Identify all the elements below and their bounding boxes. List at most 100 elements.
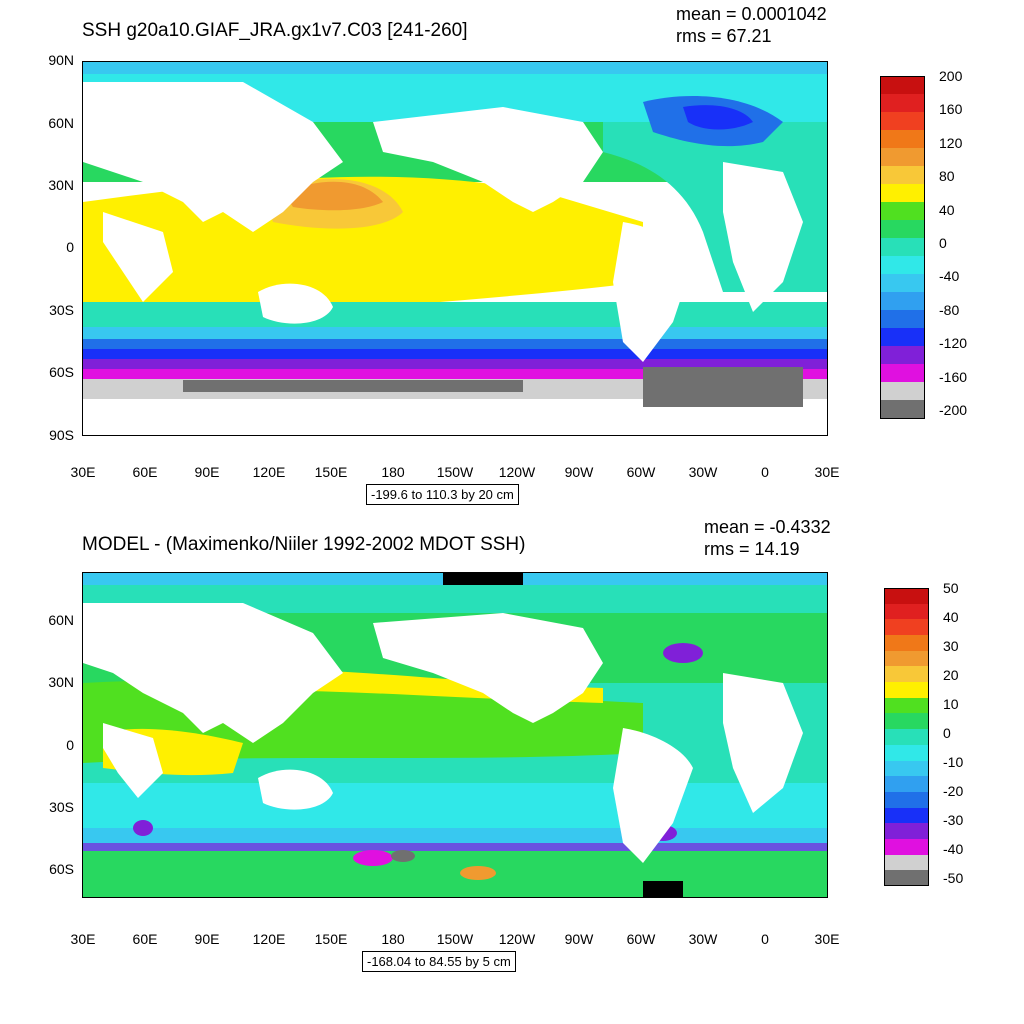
colorbar-swatch — [884, 603, 929, 620]
chart-title: SSH g20a10.GIAF_JRA.gx1v7.C03 [241-260] — [82, 20, 468, 41]
x-tick-label: 90E — [194, 931, 220, 947]
colorbar-tick-label: -80 — [939, 301, 960, 318]
colorbar-swatch — [880, 310, 925, 329]
x-tick-label: 60W — [626, 464, 656, 480]
colorbar-tick-label: 120 — [939, 134, 963, 151]
colorbar-tick-label: -50 — [943, 870, 964, 886]
x-tick-label: 150E — [314, 464, 348, 480]
colorbar-swatch — [880, 184, 925, 203]
x-tick-label: 30E — [814, 931, 840, 947]
colorbar-tick-label: -200 — [939, 402, 968, 418]
colorbar-swatch — [884, 760, 929, 777]
y-tick-label: 60N — [48, 115, 74, 131]
y-tick-label: 60N — [48, 612, 74, 628]
colorbar-swatch — [880, 400, 925, 419]
x-tick-label: 120E — [252, 464, 286, 480]
colorbar-swatch — [884, 776, 929, 793]
y-tick-label: 90N — [48, 52, 74, 68]
x-tick-label: 30E — [70, 931, 96, 947]
x-tick-label: 120W — [498, 931, 536, 947]
contour-info-label: -168.04 to 84.55 by 5 cm — [362, 951, 516, 972]
x-tick-label: 60E — [132, 931, 158, 947]
colorbar-swatch — [884, 744, 929, 761]
colorbar-swatch — [884, 729, 929, 746]
colorbar-tick-label: 0 — [943, 725, 951, 741]
colorbar-swatch — [884, 823, 929, 840]
x-tick-label: 60W — [626, 931, 656, 947]
y-tick-label: 30S — [49, 302, 74, 318]
colorbar-swatch — [880, 148, 925, 167]
colorbar-swatch — [880, 76, 925, 95]
x-tick-label: 150W — [436, 464, 474, 480]
colorbar-swatch — [880, 166, 925, 185]
colorbar-swatch — [884, 713, 929, 730]
colorbar-swatch — [880, 238, 925, 257]
model-diff-map-graphic — [83, 573, 827, 897]
colorbar-tick-label: -10 — [943, 754, 964, 770]
y-tick-label: 30N — [48, 674, 74, 690]
colorbar-tick-label: 80 — [939, 168, 955, 185]
colorbar-swatch — [884, 807, 929, 824]
y-tick-label: 30N — [48, 177, 74, 193]
colorbar-tick-label: 30 — [943, 638, 959, 654]
x-tick-label: 90E — [194, 464, 220, 480]
colorbar-swatch — [884, 666, 929, 683]
x-tick-label: 90W — [564, 464, 594, 480]
mean-stat: mean = 0.0001042 — [676, 4, 827, 24]
colorbar-swatch — [884, 870, 929, 887]
colorbar-swatch — [884, 635, 929, 652]
colorbar-tick-label: 200 — [939, 68, 963, 84]
colorbar-tick-label: 50 — [943, 580, 959, 596]
x-tick-label: 0 — [761, 464, 769, 480]
colorbar-tick-label: -20 — [943, 783, 964, 799]
model-diff-colorbar: 50 40 30 20 10 0 -10 -20 -30 -40 -50 — [884, 580, 1004, 887]
x-tick-label: 0 — [761, 931, 769, 947]
colorbar-tick-label: 10 — [943, 696, 959, 712]
colorbar-swatch — [884, 854, 929, 871]
colorbar-swatch — [880, 292, 925, 311]
x-tick-label: 150W — [436, 931, 474, 947]
colorbar-swatch — [880, 382, 925, 401]
colorbar-swatch — [880, 274, 925, 293]
colorbar-swatch — [884, 650, 929, 667]
y-tick-label: 0 — [66, 239, 74, 255]
x-tick-label: 180 — [381, 931, 405, 947]
colorbar-swatch — [880, 364, 925, 383]
y-tick-label: 90S — [49, 427, 74, 443]
mean-stat: mean = -0.4332 — [704, 517, 831, 537]
y-tick-label: 0 — [66, 737, 74, 753]
colorbar-swatch — [884, 619, 929, 636]
ssh-colorbar: 200 160 120 80 40 0 -40 -80 -120 -160 -200 — [880, 68, 1000, 419]
colorbar-tick-label: -160 — [939, 368, 968, 385]
contour-info-label: -199.6 to 110.3 by 20 cm — [366, 484, 519, 505]
x-tick-label: 60E — [132, 464, 158, 480]
rms-stat: rms = 67.21 — [676, 26, 772, 46]
colorbar-swatch — [880, 328, 925, 347]
y-tick-label: 60S — [49, 364, 74, 380]
colorbar-swatch — [880, 256, 925, 275]
colorbar-swatch — [880, 220, 925, 239]
colorbar-swatch — [884, 838, 929, 856]
colorbar-swatch — [884, 697, 929, 714]
colorbar-tick-label: 40 — [939, 201, 955, 218]
rms-stat: rms = 14.19 — [704, 539, 800, 559]
colorbar-swatch — [884, 588, 929, 605]
ssh-map — [82, 61, 828, 436]
colorbar-swatch — [880, 346, 925, 365]
model-diff-panel: MODEL - (Maximenko/Niiler 1992-2002 MDOT… — [0, 510, 1024, 1024]
x-tick-label: 120E — [252, 931, 286, 947]
colorbar-tick-label: 20 — [943, 667, 959, 683]
x-tick-label: 180 — [381, 464, 405, 480]
colorbar-tick-label: 160 — [939, 101, 963, 118]
colorbar-tick-label: 40 — [943, 609, 959, 625]
colorbar-swatch — [880, 202, 925, 221]
y-tick-label: 30S — [49, 799, 74, 815]
x-tick-label: 30E — [814, 464, 840, 480]
x-tick-label: 30W — [688, 931, 718, 947]
colorbar-swatch — [880, 112, 925, 131]
x-tick-label: 30E — [70, 464, 96, 480]
x-tick-label: 150E — [314, 931, 348, 947]
ssh-map-graphic — [83, 62, 827, 407]
x-tick-label: 120W — [498, 464, 536, 480]
colorbar-tick-label: -120 — [939, 335, 968, 352]
